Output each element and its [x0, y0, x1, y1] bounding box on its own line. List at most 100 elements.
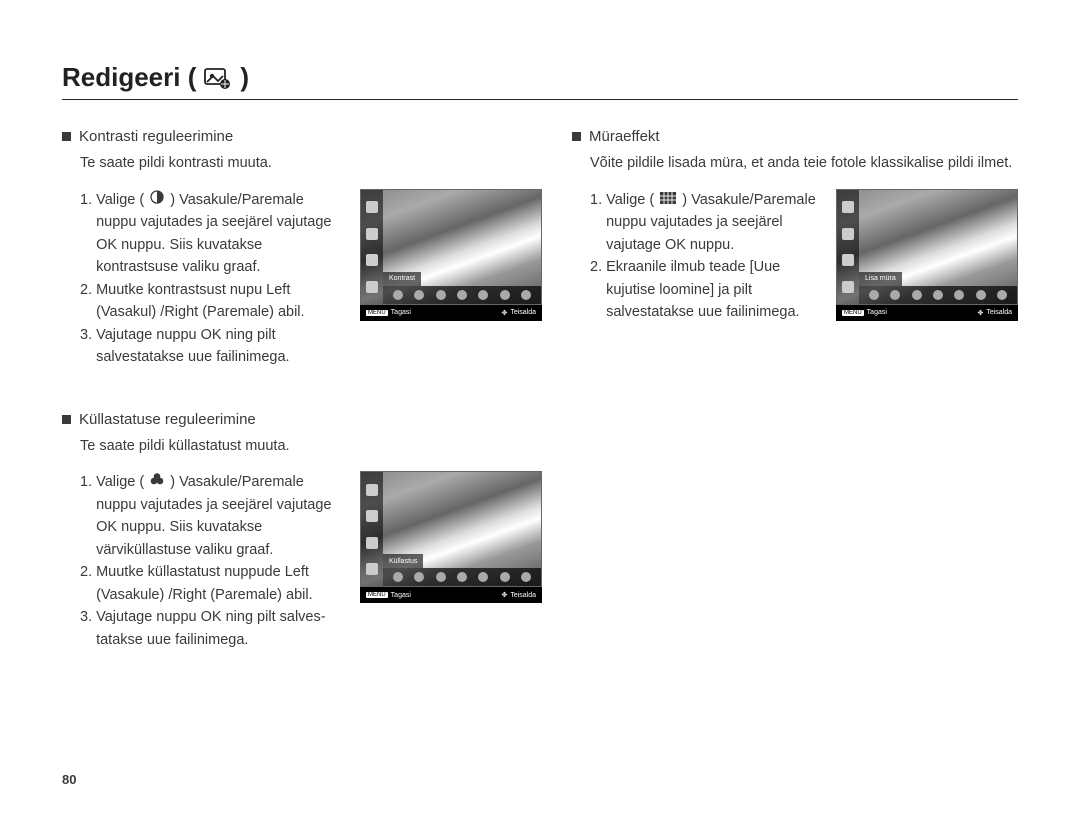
slider-dot-icon — [457, 572, 467, 582]
page-title-close: ) — [240, 62, 249, 93]
section-saturation: Küllastatuse reguleerimine Te saate pild… — [62, 411, 542, 652]
slider-dot-icon — [954, 290, 964, 300]
preview-image: Lisa müra — [836, 189, 1018, 305]
steps-list: 1. Valige ( ) Vasakule/Paremale nuppu va… — [572, 189, 818, 324]
step-number: 2. — [62, 561, 92, 606]
step-item: 1. Valige ( ) Vasakule/Paremale nuppu va… — [62, 471, 342, 561]
menu-badge-icon: MENU — [366, 592, 388, 598]
section-heading: Kontrasti reguleerimine — [62, 128, 542, 145]
bullet-square-icon — [62, 132, 71, 141]
camera-preview-thumb: Lisa müra MENU — [836, 189, 1018, 321]
section-heading: Küllastatuse reguleerimine — [62, 411, 542, 428]
step-number: 1. — [62, 471, 92, 561]
saturation-icon — [150, 471, 164, 493]
slider-dot-icon — [976, 290, 986, 300]
step-number: 3. — [62, 606, 92, 651]
slider-dot-icon — [997, 290, 1007, 300]
step-number: 2. — [62, 279, 92, 324]
step-number: 3. — [62, 324, 92, 369]
heading-text: Küllastatuse reguleerimine — [79, 411, 256, 428]
preview-footer: MENU Tagasi ✥ Teisalda — [836, 305, 1018, 321]
footer-move: ✥ Teisalda — [977, 309, 1012, 317]
preview-footer: MENU Tagasi ✥ Teisalda — [360, 305, 542, 321]
step-text: Muutke kontrastsust nupu Left (Vasakul) … — [96, 279, 342, 324]
step-text: Valige ( ) Vasakule/Paremale nuppu vajut… — [96, 471, 342, 561]
preview-sidebar — [361, 190, 383, 304]
slider-dot-icon — [521, 572, 531, 582]
dpad-icon: ✥ — [501, 309, 507, 317]
slider-dot-icon — [414, 572, 424, 582]
slider-dot-icon — [933, 290, 943, 300]
sidebar-icon — [842, 228, 854, 240]
step-item: 3. Vajutage nuppu OK ning pilt salvestat… — [62, 324, 342, 369]
preview-footer: MENU Tagasi ✥ Teisalda — [360, 587, 542, 603]
step-text: Valige ( ) Vasakule/Paremale nuppu vajut… — [606, 189, 818, 256]
dpad-icon: ✥ — [501, 591, 507, 599]
slider-dot-icon — [393, 572, 403, 582]
slider-dot-icon — [457, 290, 467, 300]
section-intro: Võite pildile lisada müra, et anda teie … — [590, 153, 1018, 175]
preview-slider — [383, 286, 541, 304]
sidebar-icon — [366, 563, 378, 575]
preview-slider — [859, 286, 1017, 304]
bullet-square-icon — [62, 415, 71, 424]
slider-dot-icon — [393, 290, 403, 300]
heading-text: Müraeffekt — [589, 128, 660, 145]
menu-badge-icon: MENU — [366, 310, 388, 316]
step-text: Ekraanile ilmub teade [Uue kujutise loom… — [606, 256, 818, 323]
slider-dot-icon — [500, 290, 510, 300]
footer-back: MENU Tagasi — [842, 309, 887, 316]
page-title-text: Redigeeri ( — [62, 62, 196, 93]
slider-dot-icon — [436, 290, 446, 300]
footer-move: ✥ Teisalda — [501, 309, 536, 317]
section-contrast: Kontrasti reguleerimine Te saate pildi k… — [62, 128, 542, 369]
section-intro: Te saate pildi küllastatust muuta. — [80, 436, 542, 458]
step-number: 1. — [62, 189, 92, 279]
step-item: 2. Muutke küllastatust nuppude Left (Vas… — [62, 561, 342, 606]
sidebar-icon — [366, 228, 378, 240]
sidebar-icon — [366, 201, 378, 213]
step-text: Vajutage nuppu OK ning pilt salves­tatak… — [96, 606, 342, 651]
sidebar-icon — [366, 510, 378, 522]
preview-label: Küllastus — [383, 554, 423, 568]
slider-dot-icon — [521, 290, 531, 300]
bullet-square-icon — [572, 132, 581, 141]
sidebar-icon — [366, 484, 378, 496]
footer-back: MENU Tagasi — [366, 592, 411, 599]
sidebar-icon — [366, 254, 378, 266]
slider-dot-icon — [869, 290, 879, 300]
heading-text: Kontrasti reguleerimine — [79, 128, 233, 145]
preview-image: Küllastus — [360, 471, 542, 587]
step-text: Vajutage nuppu OK ning pilt salvestataks… — [96, 324, 342, 369]
step-item: 2. Ekraanile ilmub teade [Uue kujutise l… — [572, 256, 818, 323]
slider-dot-icon — [912, 290, 922, 300]
step-item: 3. Vajutage nuppu OK ning pilt salves­ta… — [62, 606, 342, 651]
section-intro: Te saate pildi kontrasti muuta. — [80, 153, 542, 175]
step-item: 2. Muutke kontrastsust nupu Left (Vasaku… — [62, 279, 342, 324]
slider-dot-icon — [436, 572, 446, 582]
sidebar-icon — [366, 537, 378, 549]
sidebar-icon — [366, 281, 378, 293]
sidebar-icon — [842, 201, 854, 213]
noise-grid-icon — [660, 189, 676, 211]
menu-badge-icon: MENU — [842, 310, 864, 316]
page-number: 80 — [62, 772, 76, 787]
step-text: Valige ( ) Vasakule/Paremale nuppu vajut… — [96, 189, 342, 279]
contrast-icon — [150, 189, 164, 211]
footer-move: ✥ Teisalda — [501, 591, 536, 599]
steps-list: 1. Valige ( ) Vasakule/Paremale nuppu va… — [62, 471, 342, 651]
footer-back: MENU Tagasi — [366, 309, 411, 316]
slider-dot-icon — [478, 290, 488, 300]
sidebar-icon — [842, 281, 854, 293]
section-heading: Müraeffekt — [572, 128, 1018, 145]
sidebar-icon — [842, 254, 854, 266]
step-item: 1. Valige ( ) Vasakule/Paremale nuppu va… — [62, 189, 342, 279]
camera-preview-thumb: Kontrast MENU — [360, 189, 542, 321]
slider-dot-icon — [500, 572, 510, 582]
page-title: Redigeeri ( ) — [62, 62, 1018, 100]
step-text: Muutke küllastatust nuppude Left (Vasaku… — [96, 561, 342, 606]
step-number: 2. — [572, 256, 602, 323]
section-noise: Müraeffekt Võite pildile lisada müra, et… — [572, 128, 1018, 324]
preview-sidebar — [837, 190, 859, 304]
dpad-icon: ✥ — [977, 309, 983, 317]
